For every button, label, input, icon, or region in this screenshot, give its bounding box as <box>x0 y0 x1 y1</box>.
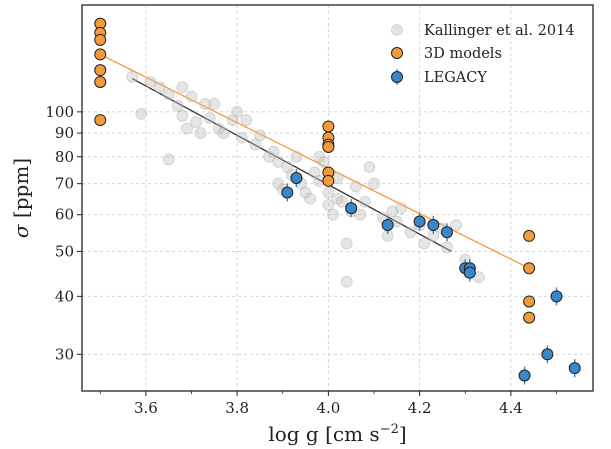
kallinger-point <box>272 155 285 168</box>
y-tick-label: 60 <box>55 206 74 224</box>
y-axis-label: σ [ppm] <box>9 158 33 238</box>
kallinger-point <box>181 122 193 135</box>
kallinger-point <box>176 110 189 122</box>
x-tick-label: 3.8 <box>225 399 249 417</box>
kallinger-point <box>208 98 221 110</box>
kallinger-point <box>231 105 244 118</box>
kallinger-point <box>185 90 198 103</box>
model-point <box>322 120 335 133</box>
model-point <box>523 229 536 242</box>
kallinger-point <box>322 186 335 199</box>
legacy-point <box>381 219 394 232</box>
kallinger-point <box>358 195 371 208</box>
kallinger-point <box>322 198 335 211</box>
legacy-point <box>441 226 453 239</box>
x-tick-label: 4.2 <box>408 399 432 417</box>
model-point <box>94 75 107 88</box>
legacy-point <box>463 266 476 279</box>
model-point <box>322 140 335 153</box>
model-point <box>523 311 536 324</box>
legend-label: Kallinger et al. 2014 <box>424 23 575 39</box>
y-tick-label: 30 <box>55 345 74 363</box>
kallinger-point <box>304 192 317 205</box>
kallinger-point <box>235 131 248 144</box>
kallinger-point <box>317 155 330 168</box>
y-tick-label: 40 <box>55 287 74 305</box>
model-point <box>94 114 107 127</box>
kallinger-point <box>126 70 139 83</box>
kallinger-point <box>395 202 408 215</box>
model-point <box>94 64 107 77</box>
kallinger-point <box>386 205 399 218</box>
kallinger-point <box>368 177 380 190</box>
legend-label: LEGACY <box>424 70 487 86</box>
kallinger-point <box>144 76 157 88</box>
kallinger-point <box>212 122 225 135</box>
legacy-point <box>550 290 563 303</box>
x-tick-label: 3.6 <box>134 399 158 417</box>
y-tick-label: 90 <box>55 124 74 142</box>
legend: Kallinger et al. 2014 3D models LEGACY <box>391 23 575 86</box>
kallinger-point <box>194 127 207 139</box>
y-tick-label: 50 <box>55 242 74 260</box>
kallinger-point <box>272 177 285 190</box>
model-point <box>322 174 335 187</box>
kallinger-point <box>354 208 367 221</box>
kallinger-point <box>263 150 275 163</box>
kallinger-point <box>340 237 353 250</box>
legacy-point <box>518 369 531 382</box>
kallinger-point <box>404 226 417 239</box>
y-tick-label: 80 <box>55 148 74 166</box>
kallinger-point <box>290 150 303 163</box>
kallinger-point <box>349 180 362 193</box>
kallinger-point <box>153 81 166 94</box>
kallinger-point <box>171 99 184 112</box>
kallinger-point <box>176 81 189 94</box>
x-tick-label: 4.4 <box>499 399 523 417</box>
x-tick-label: 4.0 <box>316 399 340 417</box>
legend-marker-legacy <box>391 71 403 83</box>
kallinger-point <box>340 275 353 288</box>
kallinger-point <box>199 98 212 110</box>
legacy-point <box>345 202 358 215</box>
plot-area-frame <box>81 4 594 392</box>
kallinger-point <box>249 138 262 151</box>
kallinger-point <box>190 116 202 129</box>
legacy-point <box>281 186 294 199</box>
kallinger-point <box>441 241 453 254</box>
axis-ticks: 3.6 3.8 4.0 4.2 4.4 30 40 50 60 70 80 90 100 <box>45 103 557 417</box>
kallinger-point <box>203 112 216 124</box>
kallinger-point <box>162 88 175 101</box>
y-tick-label: 70 <box>55 175 74 193</box>
x-axis-label: log g [cm s−2] <box>268 422 406 446</box>
kallinger-point <box>162 153 175 166</box>
legend-label: 3D models <box>424 46 502 62</box>
model-point <box>94 48 107 61</box>
kallinger-point <box>267 145 280 158</box>
kallinger-point <box>217 127 230 139</box>
chart-marks <box>94 17 581 385</box>
kallinger-point <box>135 107 148 120</box>
kallinger-point <box>299 186 312 199</box>
legend-marker-kallinger <box>391 24 403 36</box>
legacy-point <box>568 362 581 375</box>
kallinger-point <box>363 161 376 174</box>
model-point <box>523 295 536 308</box>
fit-line <box>131 77 452 252</box>
kallinger-point <box>336 195 348 208</box>
kallinger-point <box>418 237 431 250</box>
legacy-point <box>541 348 554 361</box>
legend-marker-3d-models <box>391 47 403 59</box>
legacy-point <box>427 219 440 232</box>
kallinger-point <box>254 129 266 142</box>
kallinger-point <box>450 219 463 231</box>
y-tick-label: 100 <box>45 103 74 121</box>
kallinger-point <box>327 208 339 221</box>
legacy-point <box>290 171 303 184</box>
model-point <box>94 33 107 46</box>
model-point <box>523 262 536 275</box>
legacy-point <box>413 215 426 228</box>
kallinger-point <box>240 114 253 126</box>
